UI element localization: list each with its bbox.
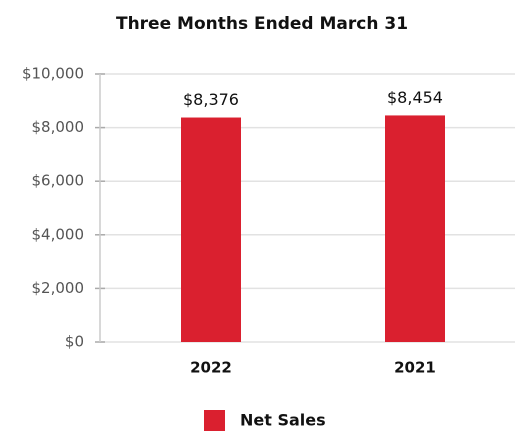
chart-title: Three Months Ended March 31 bbox=[116, 14, 408, 34]
value-label: $8,454 bbox=[387, 88, 443, 107]
legend-swatch bbox=[204, 410, 225, 431]
y-tick-label: $8,000 bbox=[32, 118, 85, 136]
y-tick-label: $6,000 bbox=[32, 172, 85, 190]
value-label: $8,376 bbox=[183, 90, 239, 109]
y-tick-label: $4,000 bbox=[32, 225, 85, 243]
y-tick-label: $10,000 bbox=[22, 65, 84, 83]
y-tick-label: $2,000 bbox=[32, 279, 85, 297]
bar bbox=[385, 115, 445, 342]
legend-label: Net Sales bbox=[240, 411, 326, 430]
x-tick-label: 2022 bbox=[190, 359, 232, 377]
bar bbox=[181, 117, 241, 343]
y-tick-label: $0 bbox=[65, 333, 84, 351]
x-tick-label: 2021 bbox=[394, 359, 436, 377]
